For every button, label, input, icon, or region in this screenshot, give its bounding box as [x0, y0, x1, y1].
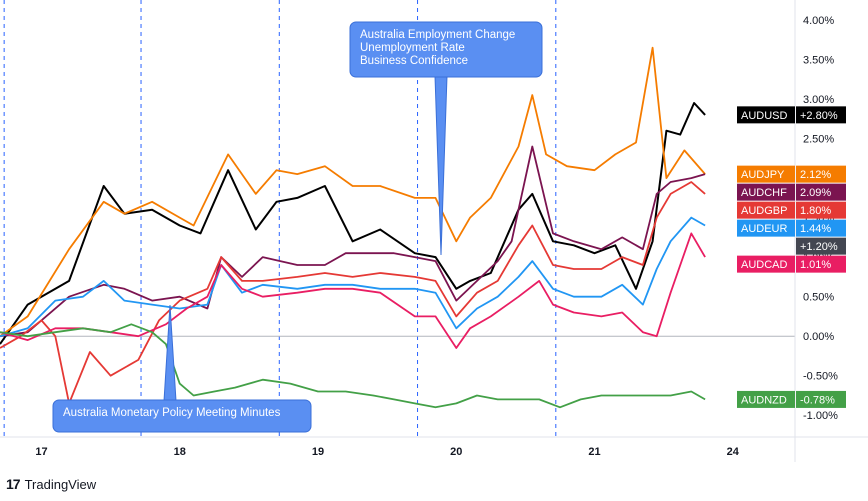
callout-text: Unemployment Rate	[360, 42, 465, 54]
series-line-audjpy	[0, 46, 706, 337]
tag-name-box	[737, 219, 795, 237]
x-tick-label: 20	[450, 446, 462, 458]
event-callout: Australia Monetary Policy Meeting Minute…	[52, 304, 312, 433]
tag-name-box	[737, 165, 795, 183]
tag-audeur: AUDEUR 1.44%	[737, 219, 846, 237]
tag-name-label: AUDNZD	[741, 394, 787, 406]
tag-audgbp: AUDGBP 1.80%	[737, 201, 846, 219]
series-line-audeur	[0, 216, 706, 338]
tag-value-label: -0.78%	[800, 394, 835, 406]
series-line-audchf	[0, 145, 706, 338]
x-tick-label: 19	[312, 446, 324, 458]
tag-audusd: AUDUSD +2.80%	[737, 106, 846, 124]
y-tick-label: 4.00%	[803, 15, 834, 27]
callout-pointer	[434, 75, 448, 256]
tradingview-logo-icon: 17	[6, 476, 21, 492]
tag-value-box	[796, 237, 846, 255]
tag-audcad: AUDCAD 1.01%	[737, 255, 846, 273]
tag-name-label: AUDCHF	[741, 187, 787, 199]
tag-name-box	[737, 106, 795, 124]
callout-text: Business Confidence	[360, 55, 468, 67]
y-tick-label: 3.50%	[803, 55, 834, 67]
price-chart[interactable]: Australia Employment ChangeUnemployment …	[0, 0, 868, 470]
callout-text: Australia Employment Change	[360, 29, 515, 41]
price-tag: +1.20%	[796, 237, 846, 255]
tag-value-box	[796, 165, 846, 183]
y-tick-label: 0.00%	[803, 331, 834, 343]
tag-audnzd: AUDNZD -0.78%	[737, 390, 846, 408]
y-tick-label: 0.50%	[803, 292, 834, 304]
tag-value-label: 2.09%	[800, 187, 831, 199]
x-tick-label: 24	[727, 446, 740, 458]
tag-value-label: +1.20%	[800, 241, 838, 253]
series-line-audnzd	[0, 323, 706, 409]
tag-value-box	[796, 219, 846, 237]
series-last-value-tags: AUDUSD +2.80% AUDJPY 2.12% AUDCHF 2.09% AUDGBP…	[737, 106, 846, 408]
tag-audjpy: AUDJPY 2.12%	[737, 165, 846, 183]
tag-name-box	[737, 201, 795, 219]
tag-name-label: AUDJPY	[741, 169, 785, 181]
tag-value-box	[796, 390, 846, 408]
tag-name-label: AUDCAD	[741, 259, 788, 271]
tag-value-box	[796, 201, 846, 219]
x-axis-ticks: 17 18 19 20 21 24	[35, 446, 739, 458]
tag-value-label: +2.80%	[800, 110, 838, 122]
y-tick-label: 3.00%	[803, 94, 834, 106]
tag-audchf: AUDCHF 2.09%	[737, 183, 846, 201]
x-tick-label: 21	[588, 446, 600, 458]
tag-value-box	[796, 255, 846, 273]
tag-name-label: AUDGBP	[741, 205, 787, 217]
tag-value-label: 1.01%	[800, 259, 831, 271]
tag-name-box	[737, 390, 795, 408]
y-tick-label: -0.50%	[803, 371, 838, 383]
callouts: Australia Employment ChangeUnemployment …	[52, 21, 543, 433]
callout-text: Australia Monetary Policy Meeting Minute…	[63, 407, 281, 419]
tag-name-label: AUDUSD	[741, 110, 788, 122]
tag-value-box	[796, 183, 846, 201]
tag-name-box	[737, 183, 795, 201]
callout-box	[52, 399, 312, 433]
series-line-audusd	[0, 102, 706, 345]
series-line-audgbp	[0, 181, 706, 405]
tag-name-box	[737, 255, 795, 273]
tradingview-branding[interactable]: 17 TradingView	[6, 476, 96, 492]
series-layer	[0, 46, 706, 409]
x-tick-label: 17	[35, 446, 47, 458]
x-tick-label: 18	[174, 446, 186, 458]
callout-pointer	[163, 304, 177, 402]
series-line-audcad	[0, 232, 706, 349]
tag-name-label: AUDEUR	[741, 223, 788, 235]
y-tick-label: 2.50%	[803, 134, 834, 146]
tag-value-label: 1.44%	[800, 223, 831, 235]
y-tick-label: -1.00%	[803, 410, 838, 422]
tag-value-label: 1.80%	[800, 205, 831, 217]
tag-value-box	[796, 106, 846, 124]
event-callout: Australia Employment ChangeUnemployment …	[349, 21, 543, 256]
tag-value-label: 2.12%	[800, 169, 831, 181]
tradingview-name: TradingView	[24, 476, 97, 492]
callout-box	[349, 21, 543, 78]
